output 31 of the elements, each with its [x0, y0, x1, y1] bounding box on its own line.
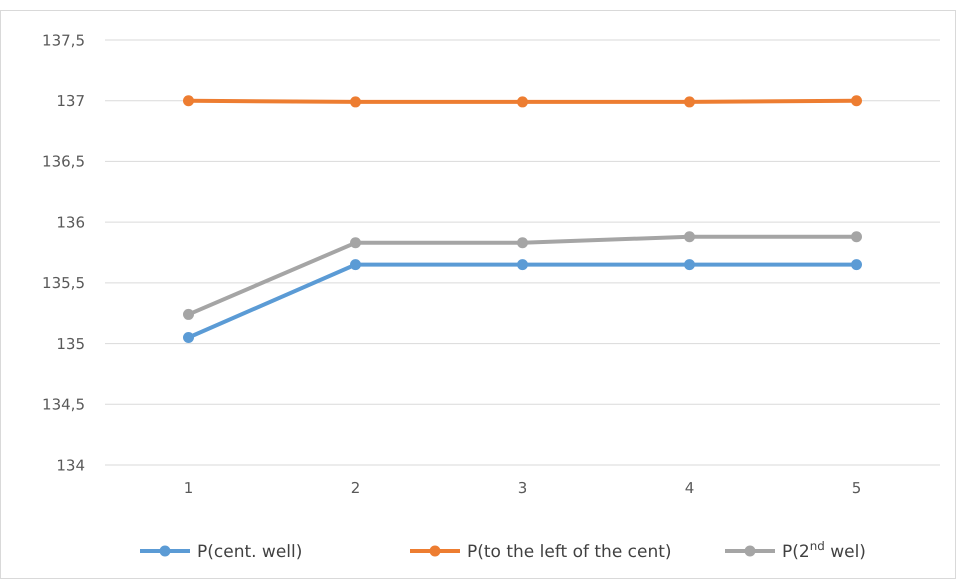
- point: [183, 308, 194, 320]
- point: [851, 231, 862, 242]
- point: [684, 96, 695, 108]
- point: [517, 259, 528, 270]
- point: [183, 95, 194, 106]
- x-tick-label: 1: [184, 479, 194, 497]
- point: [350, 237, 361, 248]
- point: [183, 332, 194, 343]
- legend-label: P(cent. well): [197, 542, 302, 562]
- point: [350, 96, 361, 108]
- point: [517, 96, 528, 108]
- y-tick-label: 134: [56, 456, 85, 474]
- legend-label: P(to the left of the cent): [467, 542, 672, 562]
- y-tick-label: 135,5: [42, 274, 85, 292]
- y-tick-label: 134,5: [42, 396, 85, 414]
- point: [684, 259, 695, 270]
- y-tick-label: 135: [56, 334, 85, 353]
- y-tick-label: 137,5: [42, 31, 85, 50]
- point: [851, 259, 862, 270]
- y-tick-label: 136: [56, 213, 85, 232]
- x-tick-label: 4: [684, 479, 694, 497]
- point: [851, 95, 862, 106]
- point: [684, 231, 695, 242]
- y-tick-label: 136,5: [42, 152, 85, 171]
- legend-label: P(2$^{nd}$ wel): [782, 538, 866, 562]
- y-tick-label: 137: [56, 92, 85, 110]
- x-tick-label: 5: [852, 479, 862, 497]
- point: [350, 259, 361, 270]
- x-tick-label: 3: [518, 479, 528, 497]
- point: [517, 237, 528, 248]
- x-tick-label: 2: [350, 479, 360, 497]
